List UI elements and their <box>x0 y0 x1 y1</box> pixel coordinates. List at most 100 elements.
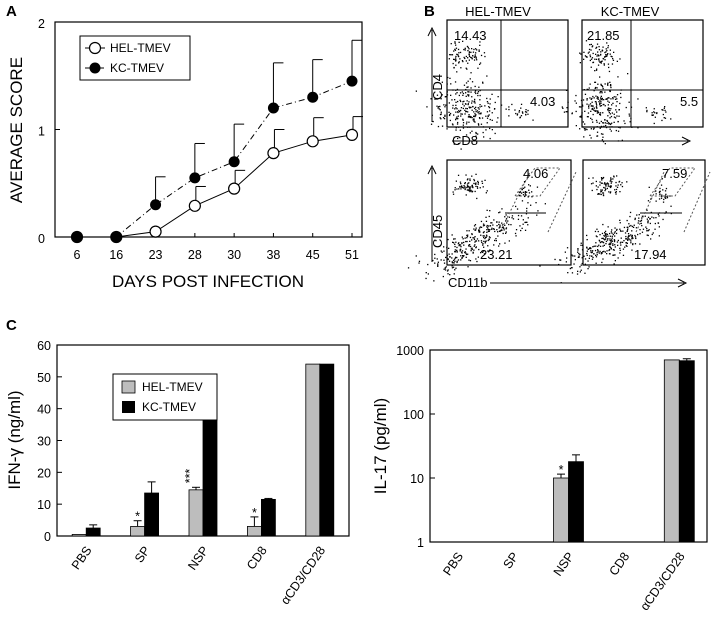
event-dot <box>611 104 613 106</box>
arrow-head-icon <box>427 26 437 37</box>
event-dot <box>650 198 652 200</box>
event-dot <box>600 193 602 196</box>
legend-label-hel: HEL-TMEV <box>142 380 203 394</box>
event-dot <box>491 112 493 114</box>
event-dot <box>640 220 643 222</box>
event-dot <box>527 196 529 198</box>
event-dot <box>630 240 632 242</box>
arrow-head-icon <box>427 164 437 175</box>
event-dot <box>661 119 663 122</box>
event-dot <box>448 247 450 249</box>
event-dot <box>518 111 520 113</box>
event-dot <box>458 61 460 63</box>
event-dot <box>590 249 592 252</box>
event-dot <box>440 250 442 252</box>
event-dot <box>459 129 461 131</box>
event-dot <box>452 89 454 91</box>
event-dot <box>477 67 479 69</box>
event-dot <box>598 55 600 57</box>
bar-kc <box>202 414 218 537</box>
event-dot <box>620 237 622 239</box>
event-dot <box>519 117 521 119</box>
event-dot <box>462 60 464 63</box>
event-dot <box>603 234 605 237</box>
event-dot <box>618 109 620 111</box>
gate-value: 7.59 <box>662 166 687 181</box>
event-dot <box>632 243 634 246</box>
event-dot <box>454 187 456 189</box>
event-dot <box>476 197 478 200</box>
event-dot <box>565 89 568 91</box>
event-dot <box>598 112 600 114</box>
event-dot <box>472 252 474 254</box>
event-dot <box>665 211 667 213</box>
event-dot <box>449 77 451 79</box>
event-dot <box>439 117 441 119</box>
event-dot <box>486 209 488 211</box>
event-dot <box>599 250 601 253</box>
event-dot <box>600 95 602 97</box>
event-dots <box>407 40 672 284</box>
event-dot <box>443 259 445 261</box>
event-dot <box>610 130 612 132</box>
event-dot <box>480 112 482 114</box>
event-dot <box>595 235 597 237</box>
event-dot <box>465 95 467 97</box>
event-dot <box>610 123 612 126</box>
event-dot <box>462 119 464 121</box>
event-dot <box>463 56 465 59</box>
event-dot <box>468 54 470 56</box>
event-dot <box>469 116 471 118</box>
event-dot <box>608 97 610 99</box>
event-dot <box>603 64 605 66</box>
event-dot <box>539 265 541 267</box>
event-dot <box>448 58 450 60</box>
event-dot <box>641 231 644 233</box>
event-dot <box>609 180 611 182</box>
event-dot <box>491 93 493 95</box>
event-dot <box>650 211 652 214</box>
event-dot <box>471 48 473 50</box>
event-dot <box>520 192 523 194</box>
event-dot <box>623 226 626 229</box>
x-tick-label: 30 <box>227 248 241 262</box>
event-dot <box>443 246 445 248</box>
event-dot <box>664 190 667 192</box>
event-dot <box>492 228 495 230</box>
event-dot <box>584 123 586 125</box>
event-dot <box>613 175 615 177</box>
event-dot <box>446 83 448 85</box>
event-dot <box>469 106 471 108</box>
event-dot <box>528 184 530 186</box>
event-dot <box>610 185 612 188</box>
event-dot <box>617 140 620 142</box>
significance-mark: * <box>559 463 564 477</box>
data-point-hel <box>345 128 359 141</box>
event-dot <box>601 91 603 93</box>
event-dot <box>606 250 608 252</box>
event-dot <box>493 244 495 246</box>
event-dot <box>591 118 593 121</box>
event-dot <box>589 44 591 46</box>
event-dot <box>609 232 611 235</box>
event-dot <box>587 268 589 270</box>
event-dot <box>478 86 480 88</box>
event-dot <box>616 60 618 62</box>
event-dot <box>609 123 611 125</box>
event-dot <box>465 256 467 258</box>
event-dot <box>473 249 475 251</box>
event-dot <box>604 238 607 240</box>
event-dot <box>522 219 524 221</box>
event-dot <box>439 109 441 111</box>
event-dot <box>604 187 606 189</box>
event-dot <box>597 54 599 56</box>
event-dot <box>631 230 633 232</box>
event-dot <box>590 66 592 68</box>
event-dot <box>465 194 467 196</box>
event-dot <box>612 233 614 236</box>
event-dot <box>610 182 612 184</box>
event-dot <box>466 45 469 48</box>
event-dot <box>611 56 613 58</box>
event-dot <box>472 186 474 189</box>
event-dot <box>474 107 476 110</box>
